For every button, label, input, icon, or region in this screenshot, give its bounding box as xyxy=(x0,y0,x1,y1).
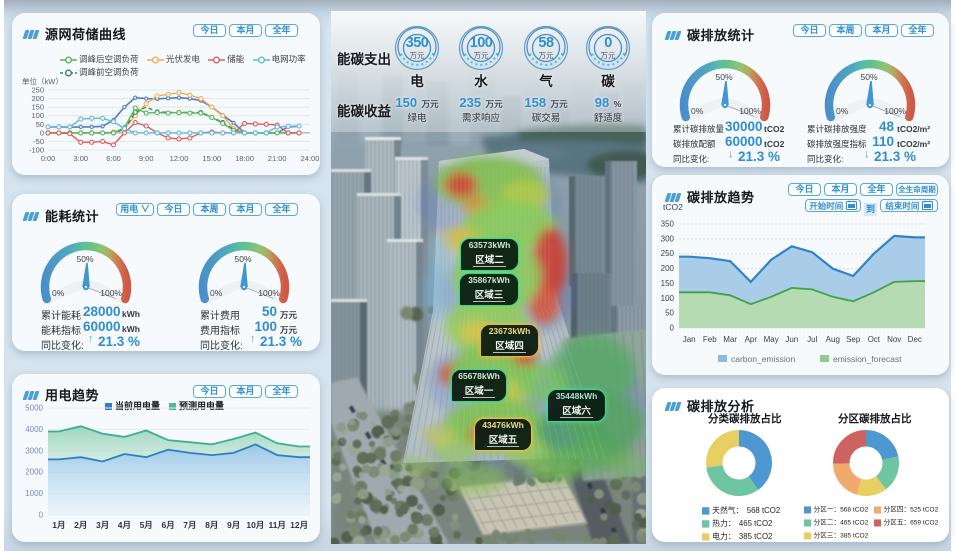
svg-text:7月: 7月 xyxy=(183,520,196,530)
svg-text:15:00: 15:00 xyxy=(202,154,221,163)
svg-text:50%: 50% xyxy=(715,72,732,82)
svg-text:4月: 4月 xyxy=(118,520,131,530)
svg-text:Jul: Jul xyxy=(807,335,817,344)
svg-text:3月: 3月 xyxy=(96,520,109,530)
svg-text:Jan: Jan xyxy=(683,335,696,344)
svg-text:9:00: 9:00 xyxy=(139,154,154,163)
svg-text:-50: -50 xyxy=(33,137,44,146)
svg-text:Oct: Oct xyxy=(868,335,881,344)
svg-text:5000: 5000 xyxy=(25,404,43,413)
svg-text:250: 250 xyxy=(661,249,675,258)
svg-text:0: 0 xyxy=(39,511,44,520)
svg-text:8月: 8月 xyxy=(205,520,218,530)
svg-text:Mar: Mar xyxy=(723,335,737,344)
svg-text:12:00: 12:00 xyxy=(170,154,189,163)
svg-text:10月: 10月 xyxy=(246,520,264,530)
svg-text:50%: 50% xyxy=(234,254,251,264)
svg-text:3:00: 3:00 xyxy=(73,154,88,163)
svg-text:6:00: 6:00 xyxy=(106,154,121,163)
svg-text:emission_forecast: emission_forecast xyxy=(833,354,902,364)
svg-text:100: 100 xyxy=(31,111,44,120)
svg-text:0%: 0% xyxy=(52,288,65,298)
svg-text:1月: 1月 xyxy=(52,520,65,530)
svg-text:100: 100 xyxy=(661,294,675,303)
svg-text:Feb: Feb xyxy=(703,335,717,344)
svg-text:200: 200 xyxy=(31,94,44,103)
svg-text:carbon_emission: carbon_emission xyxy=(731,354,796,364)
svg-text:0: 0 xyxy=(40,128,44,137)
svg-text:3000: 3000 xyxy=(25,446,43,455)
svg-text:Jun: Jun xyxy=(785,335,798,344)
svg-text:Dec: Dec xyxy=(908,335,922,344)
svg-text:24:00: 24:00 xyxy=(301,154,320,163)
svg-text:100%: 100% xyxy=(100,288,122,298)
svg-text:Nov: Nov xyxy=(887,335,901,344)
svg-text:21:00: 21:00 xyxy=(268,154,287,163)
svg-text:11月: 11月 xyxy=(268,520,286,530)
svg-text:0%: 0% xyxy=(691,106,704,116)
svg-text:50: 50 xyxy=(665,309,674,318)
svg-text:250: 250 xyxy=(31,86,44,95)
svg-text:300: 300 xyxy=(661,234,675,243)
svg-text:50%: 50% xyxy=(76,254,93,264)
svg-text:Sep: Sep xyxy=(846,335,861,344)
svg-text:100%: 100% xyxy=(739,106,761,116)
svg-text:18:00: 18:00 xyxy=(235,154,254,163)
svg-text:12月: 12月 xyxy=(290,520,308,530)
svg-text:100%: 100% xyxy=(884,106,906,116)
svg-text:0%: 0% xyxy=(836,106,849,116)
svg-text:tCO2: tCO2 xyxy=(663,202,683,212)
svg-text:Apr: Apr xyxy=(745,335,758,344)
svg-text:0: 0 xyxy=(670,324,675,333)
svg-text:50: 50 xyxy=(36,120,44,129)
svg-text:150: 150 xyxy=(661,279,675,288)
svg-text:50%: 50% xyxy=(860,72,877,82)
svg-text:6月: 6月 xyxy=(161,520,174,530)
svg-text:350: 350 xyxy=(661,220,675,229)
svg-text:Aug: Aug xyxy=(826,335,840,344)
svg-text:200: 200 xyxy=(661,264,675,273)
svg-text:0:00: 0:00 xyxy=(41,154,56,163)
svg-text:0%: 0% xyxy=(210,288,223,298)
svg-text:-100: -100 xyxy=(29,146,44,155)
svg-text:2月: 2月 xyxy=(74,520,87,530)
svg-text:4000: 4000 xyxy=(25,425,43,434)
svg-text:May: May xyxy=(764,335,779,344)
svg-text:9月: 9月 xyxy=(227,520,240,530)
svg-text:100%: 100% xyxy=(258,288,280,298)
svg-text:150: 150 xyxy=(31,103,44,112)
svg-text:5月: 5月 xyxy=(140,520,153,530)
svg-text:1000: 1000 xyxy=(25,489,43,498)
svg-text:2000: 2000 xyxy=(25,468,43,477)
